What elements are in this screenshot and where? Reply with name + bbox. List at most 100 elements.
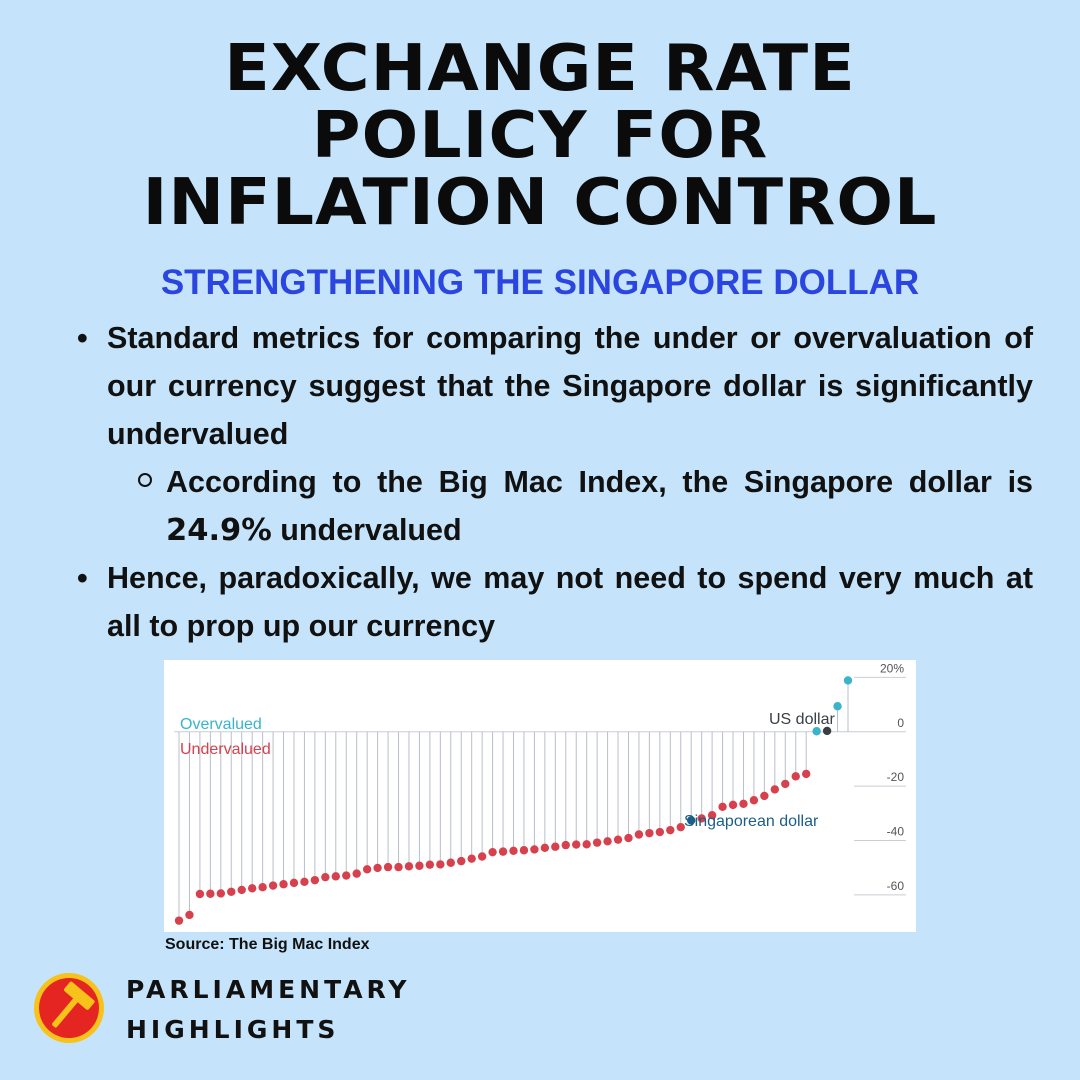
chart-stems <box>178 680 849 921</box>
data-point <box>592 838 602 847</box>
data-point <box>697 814 706 823</box>
y-tick-label: 0 <box>897 716 904 730</box>
data-point <box>258 883 267 892</box>
us-dollar-point <box>822 726 832 736</box>
data-point <box>247 884 257 893</box>
data-point <box>676 822 685 832</box>
bullet-sub-item: According to the Big Mac Index, the Sing… <box>138 458 1033 555</box>
data-point <box>728 800 738 810</box>
data-point <box>237 885 246 895</box>
data-point <box>801 769 811 779</box>
data-point <box>216 889 226 898</box>
bullet-item-2: • Hence, paradoxically, we may not need … <box>77 554 1033 650</box>
data-point <box>634 830 644 839</box>
data-point <box>718 802 727 811</box>
title-line-3: INFLATION CONTROL <box>142 166 938 240</box>
data-point <box>781 779 790 789</box>
hollow-bullet-icon <box>138 473 152 487</box>
data-point <box>300 877 309 886</box>
data-point <box>530 845 539 854</box>
data-point <box>227 887 236 897</box>
sub-bullet-text-end: undervalued <box>280 513 462 547</box>
data-point <box>833 702 842 711</box>
data-point <box>603 837 612 846</box>
undervalued-label: Undervalued <box>180 741 271 758</box>
overvalued-label: Overvalued <box>180 716 262 733</box>
data-point <box>467 854 476 863</box>
singaporean-dollar-label: Singaporean dollar <box>684 813 819 830</box>
data-point <box>268 881 278 890</box>
data-point <box>477 852 487 861</box>
data-point <box>624 833 633 843</box>
data-point <box>707 811 717 820</box>
data-point <box>373 863 382 873</box>
data-point <box>342 871 351 880</box>
data-point <box>551 842 560 851</box>
data-point <box>195 889 205 899</box>
data-point <box>655 827 665 837</box>
data-point <box>206 889 215 898</box>
sub-bullet-text: According to the Big Mac Index, the Sing… <box>166 465 1033 499</box>
page-title: EXCHANGE RATE POLICY FOR INFLATION CONTR… <box>0 36 1080 237</box>
data-point <box>394 862 403 872</box>
page-subtitle: STRENGTHENING THE SINGAPORE DOLLAR <box>160 263 920 302</box>
data-point <box>582 840 591 849</box>
source-caption: Source: The Big Mac Index <box>165 936 370 953</box>
data-point <box>404 862 414 871</box>
y-tick-label: -20 <box>887 770 905 784</box>
data-point <box>488 847 497 857</box>
data-point <box>457 856 466 866</box>
data-point <box>561 840 570 850</box>
data-point <box>812 727 821 736</box>
bullet-item-1: • Standard metrics for comparing the und… <box>77 314 1033 458</box>
data-point <box>760 791 769 801</box>
data-point <box>572 840 581 849</box>
chart-tick-labels: 20% 0 -20 -40 -60 <box>880 661 904 892</box>
data-point <box>540 843 550 853</box>
bullet-1-text: Standard metrics for comparing the under… <box>107 321 1033 451</box>
data-point <box>331 872 340 881</box>
big-mac-index-chart: 20% 0 -20 -40 -60 Overvalued Undervalued US … <box>164 660 916 932</box>
bullet-dot-icon: • <box>77 321 88 355</box>
data-point <box>185 910 194 920</box>
data-point <box>425 860 435 869</box>
us-dollar-label: US dollar <box>769 711 835 728</box>
y-tick-label: -40 <box>887 824 905 838</box>
data-point <box>446 858 455 867</box>
data-point <box>362 865 372 874</box>
bullet-2-text: Hence, paradoxically, we may not need to… <box>107 561 1033 643</box>
brand-line-1: PARLIAMENTARY <box>126 975 411 1004</box>
chart-svg: 20% 0 -20 -40 -60 Overvalued Undervalued US … <box>174 661 906 925</box>
data-point <box>415 861 424 870</box>
data-point <box>613 835 623 844</box>
data-point <box>645 828 654 838</box>
data-point <box>666 825 675 835</box>
party-logo-icon <box>34 973 104 1043</box>
brand-line-2: HIGHLIGHTS <box>126 1015 340 1044</box>
data-point <box>498 847 508 856</box>
data-point <box>310 875 320 885</box>
data-point <box>509 846 518 856</box>
undervaluation-percentage: 24.9% <box>166 513 272 548</box>
chart-grid <box>174 676 906 896</box>
title-line-2: POLICY FOR <box>311 99 769 173</box>
data-point <box>749 796 759 805</box>
data-point <box>174 916 184 925</box>
singapore-dollar-point <box>687 816 696 825</box>
data-point <box>770 785 780 794</box>
data-point <box>321 872 330 882</box>
data-point <box>519 846 529 855</box>
data-point <box>843 676 853 685</box>
y-tick-label: 20% <box>880 661 904 675</box>
title-line-1: EXCHANGE RATE <box>224 32 856 106</box>
bullet-dot-icon: • <box>77 561 88 595</box>
data-point <box>279 880 288 889</box>
data-point <box>791 772 800 781</box>
data-point <box>383 862 393 872</box>
y-tick-label: -60 <box>887 879 905 893</box>
chart-points <box>174 676 853 925</box>
data-point <box>739 799 748 808</box>
brand-name: PARLIAMENTARY HIGHLIGHTS <box>126 970 411 1050</box>
data-point <box>289 878 299 888</box>
data-point <box>436 860 445 869</box>
